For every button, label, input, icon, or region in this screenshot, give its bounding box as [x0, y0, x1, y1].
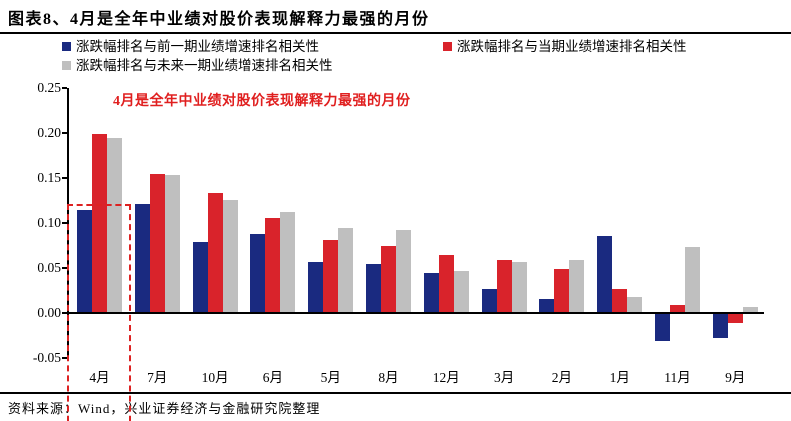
bar-next-1月: [627, 296, 643, 313]
legend-label-current-period: 涨跌幅排名与当期业绩增速排名相关性: [457, 39, 687, 54]
legend-item-next-period: 涨跌幅排名与未来一期业绩增速排名相关性: [62, 58, 333, 74]
bar-current-10月: [207, 193, 223, 313]
x-axis-label-12月: 12月: [432, 370, 460, 385]
y-axis-label-0.00: 0.00: [37, 305, 61, 320]
bar-prev-9月: [712, 313, 728, 339]
bar-current-9月: [727, 313, 743, 323]
y-axis-label-0.05: 0.05: [37, 260, 61, 275]
bar-current-5月: [323, 240, 339, 313]
bar-next-6月: [280, 212, 296, 313]
bar-current-4月: [92, 133, 107, 313]
bar-prev-7月: [134, 204, 150, 313]
legend-swatch-gray-icon: [62, 61, 71, 70]
bar-prev-10月: [192, 241, 208, 313]
legend-swatch-red-icon: [443, 42, 452, 51]
bar-next-10月: [222, 199, 238, 313]
bar-next-12月: [453, 270, 469, 313]
x-axis-label-3月: 3月: [493, 370, 515, 385]
bar-current-12月: [438, 254, 454, 313]
bar-current-6月: [265, 217, 281, 313]
bar-next-7月: [164, 175, 180, 313]
x-axis-label-4月: 4月: [89, 370, 110, 385]
x-axis: [67, 312, 764, 314]
legend-label-prev-period: 涨跌幅排名与前一期业绩增速排名相关性: [76, 39, 319, 54]
x-axis-label-1月: 1月: [609, 370, 630, 385]
bar-current-1月: [612, 288, 628, 313]
y-axis-label-0.15: 0.15: [37, 170, 61, 185]
legend-swatch-navy-icon: [62, 42, 71, 51]
bar-prev-3月: [481, 288, 497, 313]
april-highlight-box: [67, 204, 131, 421]
bar-current-3月: [496, 259, 512, 313]
y-axis-tick: [62, 87, 67, 89]
bar-next-2月: [569, 259, 585, 313]
bar-next-4月: [107, 137, 122, 313]
bar-prev-6月: [250, 233, 266, 313]
bar-prev-1月: [597, 235, 613, 313]
y-axis-label-0.25: 0.25: [37, 80, 61, 95]
legend-item-prev-period: 涨跌幅排名与前一期业绩增速排名相关性: [62, 39, 319, 55]
bar-prev-8月: [366, 263, 381, 313]
legend-label-next-period: 涨跌幅排名与未来一期业绩增速排名相关性: [76, 58, 333, 73]
bar-next-5月: [338, 228, 354, 313]
x-axis-label-9月: 9月: [725, 370, 746, 385]
bottom-divider: [0, 392, 791, 394]
x-axis-label-7月: 7月: [147, 370, 168, 385]
y-axis-label--0.05: -0.05: [32, 350, 61, 365]
bar-next-9月: [742, 306, 758, 313]
x-axis-label-11月: 11月: [664, 370, 691, 385]
bar-next-3月: [511, 261, 527, 313]
bar-next-11月: [685, 247, 700, 313]
bar-prev-12月: [423, 273, 439, 313]
x-axis-label-10月: 10月: [201, 370, 229, 385]
y-axis-tick: [62, 132, 67, 134]
bar-current-8月: [381, 246, 396, 313]
bar-prev-2月: [539, 298, 555, 313]
source-note: 资料来源：Wind，兴业证券经济与金融研究院整理: [8, 401, 321, 416]
bar-current-2月: [554, 268, 570, 313]
bar-prev-4月: [77, 209, 92, 313]
x-axis-label-6月: 6月: [262, 370, 284, 385]
legend-item-current-period: 涨跌幅排名与当期业绩增速排名相关性: [443, 39, 687, 55]
top-divider: [0, 32, 791, 34]
y-axis-tick: [62, 267, 67, 269]
x-axis-label-2月: 2月: [551, 370, 573, 385]
y-axis-label-0.10: 0.10: [37, 215, 61, 230]
bar-current-7月: [149, 173, 165, 313]
y-axis-label-0.20: 0.20: [37, 125, 61, 140]
bar-next-8月: [396, 230, 411, 313]
bar-prev-11月: [655, 313, 670, 341]
x-axis-label-8月: 8月: [378, 370, 399, 385]
y-axis-tick: [62, 357, 67, 359]
x-axis-label-5月: 5月: [320, 370, 341, 385]
chart-annotation: 4月是全年中业绩对股价表现解释力最强的月份: [113, 94, 411, 109]
figure-title: 图表8、4月是全年中业绩对股价表现解释力最强的月份: [8, 11, 430, 28]
y-axis-tick: [62, 177, 67, 179]
plot-area: 4月 7月 10月 6月 5月 8月 12月 3月 2月 1月 11月 9月 0.25 0.20 0.15 0…: [33, 80, 767, 421]
y-axis-tick: [62, 222, 67, 224]
bar-prev-5月: [308, 261, 324, 313]
y-axis-tick: [62, 312, 67, 314]
bar-current-11月: [670, 304, 685, 313]
